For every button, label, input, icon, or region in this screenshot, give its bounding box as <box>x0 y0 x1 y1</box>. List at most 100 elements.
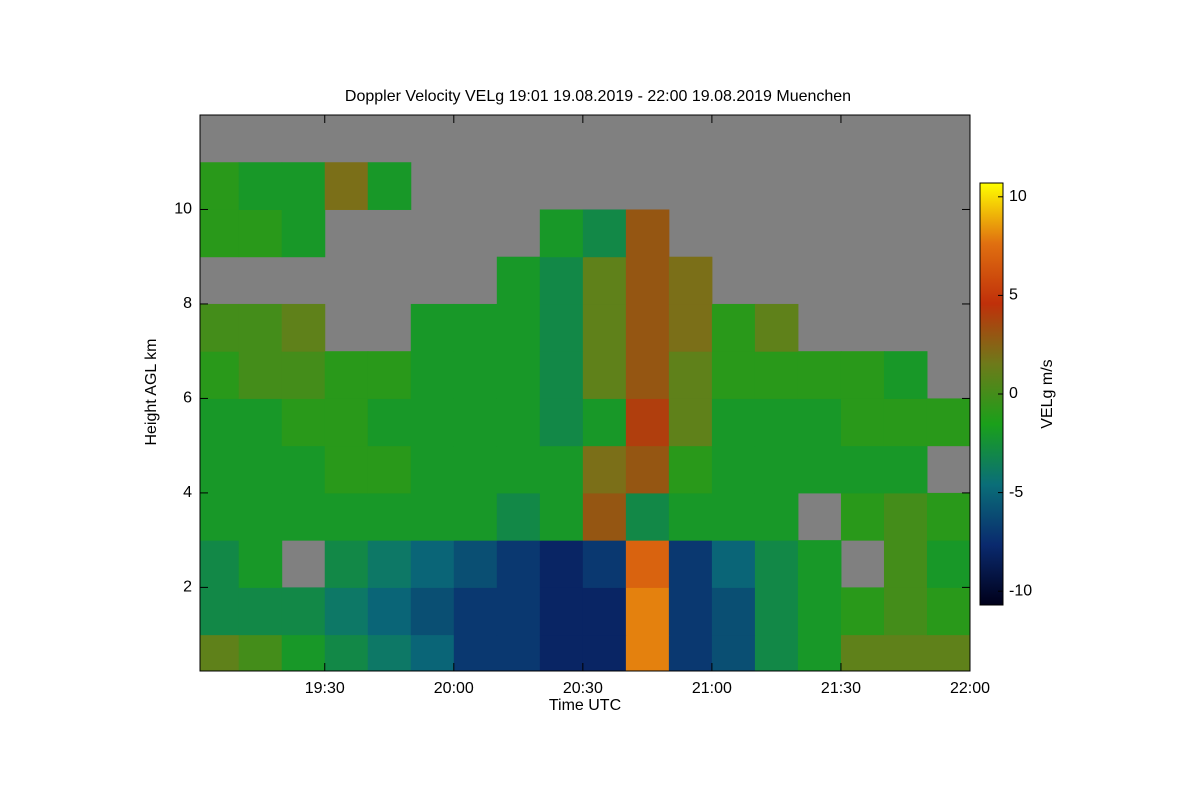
heatmap-cell <box>496 634 541 672</box>
heatmap-cell <box>711 351 756 399</box>
heatmap-cell <box>367 398 412 447</box>
heatmap-cell <box>238 587 283 636</box>
heatmap-cell <box>453 492 498 541</box>
heatmap-cell <box>367 540 412 588</box>
heatmap-cell <box>625 209 670 258</box>
colorbar-tick-label: 10 <box>1009 188 1027 205</box>
y-tick-label: 4 <box>183 484 192 501</box>
heatmap-cell <box>754 634 799 672</box>
heatmap-cell <box>324 398 369 447</box>
heatmap-cell <box>668 351 713 399</box>
x-tick-label: 21:30 <box>821 680 861 697</box>
heatmap-cell <box>625 540 670 588</box>
heatmap-cell <box>539 540 584 588</box>
heatmap-cell <box>324 540 369 588</box>
heatmap-cell <box>711 540 756 588</box>
colorbar-tick-label: -5 <box>1009 484 1023 501</box>
heatmap-cell <box>200 209 240 258</box>
heatmap-cell <box>281 162 326 210</box>
heatmap-cell <box>926 492 971 541</box>
heatmap-cell <box>367 351 412 399</box>
heatmap-cell <box>200 634 240 672</box>
heatmap-cell <box>754 398 799 447</box>
heatmap-cell <box>238 492 283 541</box>
heatmap-cell <box>281 209 326 258</box>
heatmap-cell <box>926 634 971 672</box>
heatmap-cell <box>797 351 842 399</box>
heatmap-cell <box>238 351 283 399</box>
heatmap-cell <box>582 209 627 258</box>
heatmap-cell <box>496 540 541 588</box>
heatmap-cell <box>668 634 713 672</box>
heatmap-cell <box>539 634 584 672</box>
heatmap-cell <box>582 540 627 588</box>
y-tick-label: 10 <box>174 201 192 218</box>
heatmap-cell <box>539 587 584 636</box>
heatmap-cell <box>797 540 842 588</box>
heatmap-cell <box>410 445 455 494</box>
heatmap-cell <box>625 351 670 399</box>
plot-frame <box>199 114 971 672</box>
heatmap-cell <box>200 303 240 352</box>
heatmap-cell <box>539 398 584 447</box>
heatmap-cell <box>754 445 799 494</box>
heatmap-cell <box>582 587 627 636</box>
heatmap-cell <box>668 587 713 636</box>
heatmap-cell <box>367 587 412 636</box>
heatmap-cell <box>453 540 498 588</box>
heatmap-cell <box>926 398 971 447</box>
heatmap-cell <box>625 492 670 541</box>
heatmap-cell <box>883 540 928 588</box>
heatmap-cell <box>711 398 756 447</box>
heatmap-cell <box>200 540 240 588</box>
y-tick-label: 8 <box>183 295 192 312</box>
y-tick-label: 2 <box>183 579 192 596</box>
heatmap-cell <box>883 634 928 672</box>
heatmap-cell <box>410 492 455 541</box>
heatmap-cell <box>496 256 541 305</box>
heatmap-cell <box>883 351 928 399</box>
heatmap-cell <box>281 303 326 352</box>
heatmap-cell <box>797 398 842 447</box>
heatmap-cell <box>539 256 584 305</box>
heatmap-cell <box>281 445 326 494</box>
heatmap-cell <box>711 303 756 352</box>
heatmap-cell <box>539 445 584 494</box>
heatmap-cell <box>324 162 369 210</box>
heatmap-cell <box>200 492 240 541</box>
heatmap-cell <box>668 256 713 305</box>
heatmap-cell <box>410 540 455 588</box>
heatmap-cell <box>238 209 283 258</box>
heatmap-cell <box>324 587 369 636</box>
heatmap-cell <box>281 398 326 447</box>
heatmap-cell <box>754 540 799 588</box>
heatmap-cell <box>797 634 842 672</box>
heatmap-cell <box>453 445 498 494</box>
heatmap-cell <box>840 351 885 399</box>
y-tick-label: 6 <box>183 390 192 407</box>
heatmap-cell <box>754 351 799 399</box>
colorbar-label: VELg m/s <box>1039 359 1056 428</box>
x-tick-label: 20:00 <box>434 680 474 697</box>
heatmap-cell <box>238 303 283 352</box>
heatmap-cell <box>367 634 412 672</box>
heatmap-cell <box>281 634 326 672</box>
heatmap-cell <box>539 492 584 541</box>
heatmap-cell <box>410 398 455 447</box>
heatmap-cell <box>668 492 713 541</box>
heatmap-cell <box>926 540 971 588</box>
heatmap-cell <box>668 540 713 588</box>
heatmap-cell <box>453 634 498 672</box>
heatmap-cell <box>367 445 412 494</box>
heatmap-cell <box>238 398 283 447</box>
heatmap-cell <box>797 587 842 636</box>
heatmap-cell <box>625 256 670 305</box>
y-axis-label: Height AGL km <box>143 338 160 445</box>
heatmap-cell <box>582 303 627 352</box>
heatmap-cell <box>324 634 369 672</box>
heatmap-cell <box>582 398 627 447</box>
heatmap-cell <box>238 445 283 494</box>
heatmap-cell <box>840 492 885 541</box>
heatmap-cell <box>281 351 326 399</box>
x-tick-label: 21:00 <box>692 680 732 697</box>
